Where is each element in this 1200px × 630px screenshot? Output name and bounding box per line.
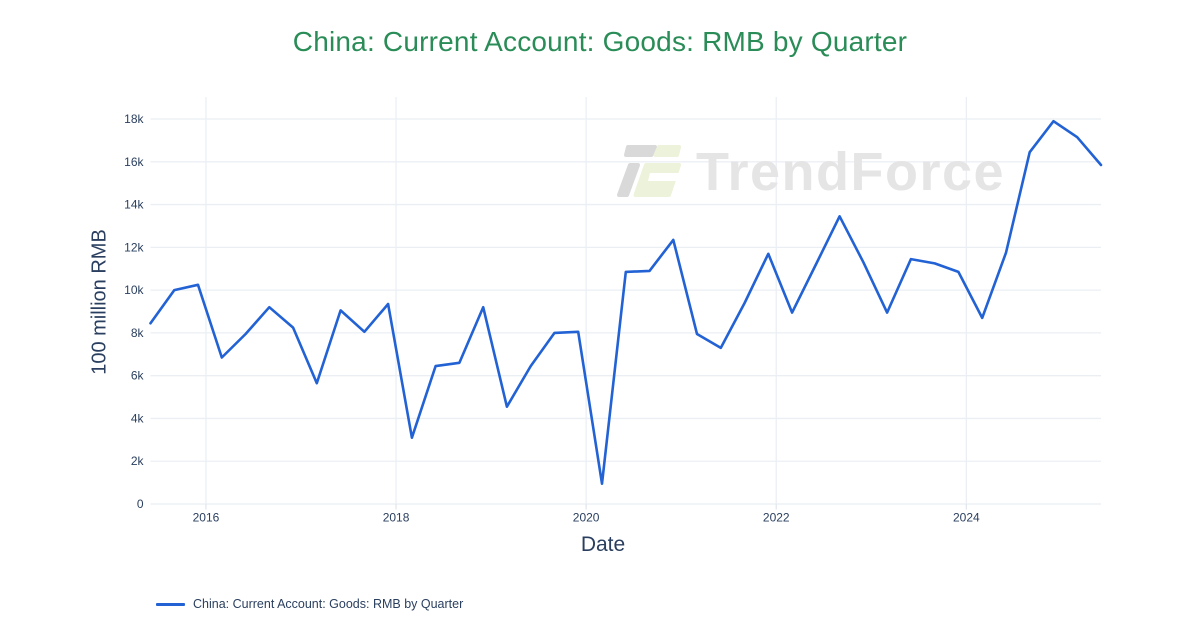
grid-layer xyxy=(150,97,1101,505)
x-tick-label: 2020 xyxy=(573,511,600,525)
watermark-text: TrendForce xyxy=(696,142,1005,202)
legend: China: Current Account: Goods: RMB by Qu… xyxy=(156,597,463,611)
legend-label: China: Current Account: Goods: RMB by Qu… xyxy=(193,597,464,611)
y-tick-label: 12k xyxy=(124,240,144,254)
legend-line-swatch xyxy=(156,602,185,606)
y-tick-label: 4k xyxy=(131,411,145,425)
y-axis-title: 100 million RMB xyxy=(88,229,111,375)
y-tick-label: 16k xyxy=(124,155,144,169)
y-tick-label: 14k xyxy=(124,198,144,212)
y-tick-label: 18k xyxy=(124,112,144,126)
y-tick-label: 6k xyxy=(131,369,145,383)
legend-item[interactable]: China: Current Account: Goods: RMB by Qu… xyxy=(156,597,463,611)
y-tick-label: 0 xyxy=(137,497,144,511)
series-line[interactable] xyxy=(149,119,1103,485)
x-tick-label: 2016 xyxy=(193,511,220,525)
chart-title: China: Current Account: Goods: RMB by Qu… xyxy=(292,26,908,57)
y-tick-label: 8k xyxy=(131,326,145,340)
x-axis-title: Date xyxy=(580,533,626,556)
axis-layer: 0 2k 4k 6k 8k 10k 12k 14k 16k 18k 2016 2018 2020 2022… xyxy=(124,112,980,524)
y-tick-label: 2k xyxy=(131,454,145,468)
x-tick-label: 2024 xyxy=(953,511,980,525)
x-tick-label: 2018 xyxy=(383,511,410,525)
watermark: TrendForce xyxy=(617,142,1005,202)
y-tick-label: 10k xyxy=(124,283,144,297)
trace-layer xyxy=(149,119,1103,485)
x-tick-label: 2022 xyxy=(763,511,790,525)
trendforce-logo-icon xyxy=(617,145,682,197)
